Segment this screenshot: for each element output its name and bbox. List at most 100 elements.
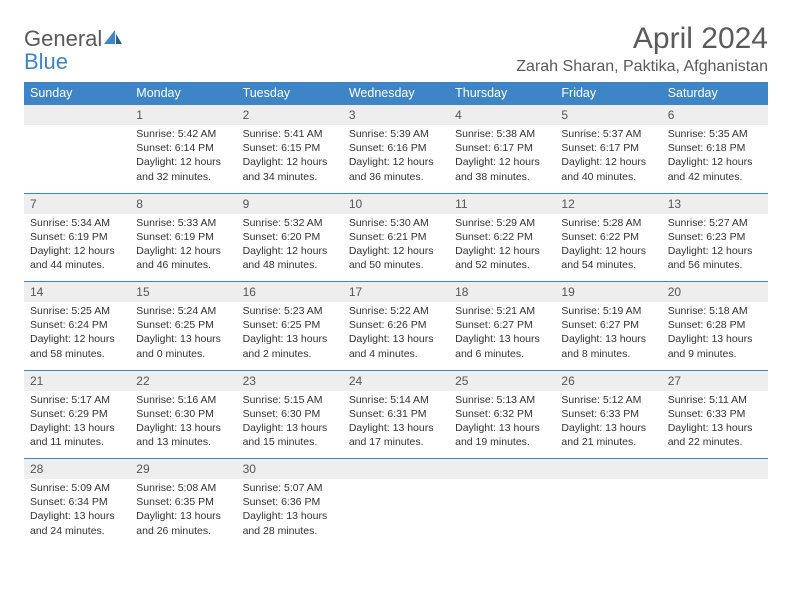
day-number: 9 [237, 193, 343, 214]
weekday-header: Tuesday [237, 82, 343, 105]
daylight-text-a: Daylight: 13 hours [136, 332, 230, 346]
sunrise-text: Sunrise: 5:16 AM [136, 393, 230, 407]
daylight-text-a: Daylight: 12 hours [243, 155, 337, 169]
day-number: 8 [130, 193, 236, 214]
day-number-row: 14151617181920 [24, 282, 768, 303]
day-cell: Sunrise: 5:14 AMSunset: 6:31 PMDaylight:… [343, 391, 449, 459]
day-number [449, 459, 555, 480]
sunrise-text: Sunrise: 5:18 AM [668, 304, 762, 318]
sunset-text: Sunset: 6:32 PM [455, 407, 549, 421]
sunset-text: Sunset: 6:21 PM [349, 230, 443, 244]
daylight-text-b: and 48 minutes. [243, 258, 337, 272]
day-cell: Sunrise: 5:17 AMSunset: 6:29 PMDaylight:… [24, 391, 130, 459]
day-cell [555, 479, 661, 547]
daylight-text-a: Daylight: 12 hours [243, 244, 337, 258]
sunrise-text: Sunrise: 5:27 AM [668, 216, 762, 230]
day-cell [343, 479, 449, 547]
day-cell: Sunrise: 5:12 AMSunset: 6:33 PMDaylight:… [555, 391, 661, 459]
brand-logo: General Blue [24, 22, 124, 73]
daylight-text-b: and 21 minutes. [561, 435, 655, 449]
daylight-text-b: and 56 minutes. [668, 258, 762, 272]
day-cell: Sunrise: 5:25 AMSunset: 6:24 PMDaylight:… [24, 302, 130, 370]
day-number: 25 [449, 370, 555, 391]
day-cell: Sunrise: 5:38 AMSunset: 6:17 PMDaylight:… [449, 125, 555, 193]
sunrise-text: Sunrise: 5:11 AM [668, 393, 762, 407]
daylight-text-a: Daylight: 12 hours [30, 332, 124, 346]
day-cell: Sunrise: 5:18 AMSunset: 6:28 PMDaylight:… [662, 302, 768, 370]
sunrise-text: Sunrise: 5:34 AM [30, 216, 124, 230]
day-cell: Sunrise: 5:29 AMSunset: 6:22 PMDaylight:… [449, 214, 555, 282]
daylight-text-b: and 28 minutes. [243, 524, 337, 538]
day-number: 6 [662, 105, 768, 125]
daylight-text-a: Daylight: 13 hours [30, 421, 124, 435]
day-content-row: Sunrise: 5:25 AMSunset: 6:24 PMDaylight:… [24, 302, 768, 370]
day-number: 3 [343, 105, 449, 125]
sunset-text: Sunset: 6:30 PM [136, 407, 230, 421]
day-number: 15 [130, 282, 236, 303]
daylight-text-a: Daylight: 13 hours [243, 509, 337, 523]
daylight-text-a: Daylight: 13 hours [243, 332, 337, 346]
daylight-text-a: Daylight: 13 hours [561, 332, 655, 346]
daylight-text-b: and 8 minutes. [561, 347, 655, 361]
daylight-text-b: and 24 minutes. [30, 524, 124, 538]
month-title: April 2024 [516, 22, 768, 56]
day-number-row: 282930 [24, 459, 768, 480]
sunset-text: Sunset: 6:31 PM [349, 407, 443, 421]
sunrise-text: Sunrise: 5:33 AM [136, 216, 230, 230]
sunset-text: Sunset: 6:25 PM [136, 318, 230, 332]
day-number: 7 [24, 193, 130, 214]
sunrise-text: Sunrise: 5:21 AM [455, 304, 549, 318]
daylight-text-a: Daylight: 12 hours [349, 244, 443, 258]
daylight-text-a: Daylight: 12 hours [668, 244, 762, 258]
day-number: 2 [237, 105, 343, 125]
day-number-row: 123456 [24, 105, 768, 125]
sunrise-text: Sunrise: 5:32 AM [243, 216, 337, 230]
daylight-text-a: Daylight: 12 hours [561, 244, 655, 258]
daylight-text-b: and 6 minutes. [455, 347, 549, 361]
daylight-text-a: Daylight: 12 hours [455, 155, 549, 169]
daylight-text-b: and 11 minutes. [30, 435, 124, 449]
daylight-text-a: Daylight: 13 hours [243, 421, 337, 435]
day-cell: Sunrise: 5:28 AMSunset: 6:22 PMDaylight:… [555, 214, 661, 282]
day-cell: Sunrise: 5:39 AMSunset: 6:16 PMDaylight:… [343, 125, 449, 193]
sunrise-text: Sunrise: 5:08 AM [136, 481, 230, 495]
daylight-text-a: Daylight: 13 hours [349, 332, 443, 346]
daylight-text-b: and 46 minutes. [136, 258, 230, 272]
day-cell: Sunrise: 5:11 AMSunset: 6:33 PMDaylight:… [662, 391, 768, 459]
sunset-text: Sunset: 6:29 PM [30, 407, 124, 421]
day-cell [662, 479, 768, 547]
day-cell: Sunrise: 5:08 AMSunset: 6:35 PMDaylight:… [130, 479, 236, 547]
sunset-text: Sunset: 6:28 PM [668, 318, 762, 332]
brand-sail-icon [102, 28, 124, 46]
sunrise-text: Sunrise: 5:35 AM [668, 127, 762, 141]
sunset-text: Sunset: 6:27 PM [561, 318, 655, 332]
header: General Blue April 2024 Zarah Sharan, Pa… [24, 22, 768, 76]
weekday-header: Wednesday [343, 82, 449, 105]
weekday-header: Thursday [449, 82, 555, 105]
sunrise-text: Sunrise: 5:13 AM [455, 393, 549, 407]
day-cell [449, 479, 555, 547]
calendar-table: Sunday Monday Tuesday Wednesday Thursday… [24, 82, 768, 547]
daylight-text-a: Daylight: 13 hours [30, 509, 124, 523]
day-cell: Sunrise: 5:15 AMSunset: 6:30 PMDaylight:… [237, 391, 343, 459]
sunrise-text: Sunrise: 5:25 AM [30, 304, 124, 318]
day-number-row: 21222324252627 [24, 370, 768, 391]
sunrise-text: Sunrise: 5:38 AM [455, 127, 549, 141]
sunset-text: Sunset: 6:17 PM [561, 141, 655, 155]
day-number [662, 459, 768, 480]
daylight-text-a: Daylight: 13 hours [349, 421, 443, 435]
sunrise-text: Sunrise: 5:17 AM [30, 393, 124, 407]
weekday-header-row: Sunday Monday Tuesday Wednesday Thursday… [24, 82, 768, 105]
day-number: 16 [237, 282, 343, 303]
day-content-row: Sunrise: 5:09 AMSunset: 6:34 PMDaylight:… [24, 479, 768, 547]
sunrise-text: Sunrise: 5:14 AM [349, 393, 443, 407]
day-cell: Sunrise: 5:33 AMSunset: 6:19 PMDaylight:… [130, 214, 236, 282]
sunrise-text: Sunrise: 5:37 AM [561, 127, 655, 141]
weekday-header: Saturday [662, 82, 768, 105]
day-cell: Sunrise: 5:41 AMSunset: 6:15 PMDaylight:… [237, 125, 343, 193]
day-cell: Sunrise: 5:27 AMSunset: 6:23 PMDaylight:… [662, 214, 768, 282]
daylight-text-b: and 32 minutes. [136, 170, 230, 184]
day-cell: Sunrise: 5:42 AMSunset: 6:14 PMDaylight:… [130, 125, 236, 193]
sunset-text: Sunset: 6:23 PM [668, 230, 762, 244]
daylight-text-b: and 54 minutes. [561, 258, 655, 272]
